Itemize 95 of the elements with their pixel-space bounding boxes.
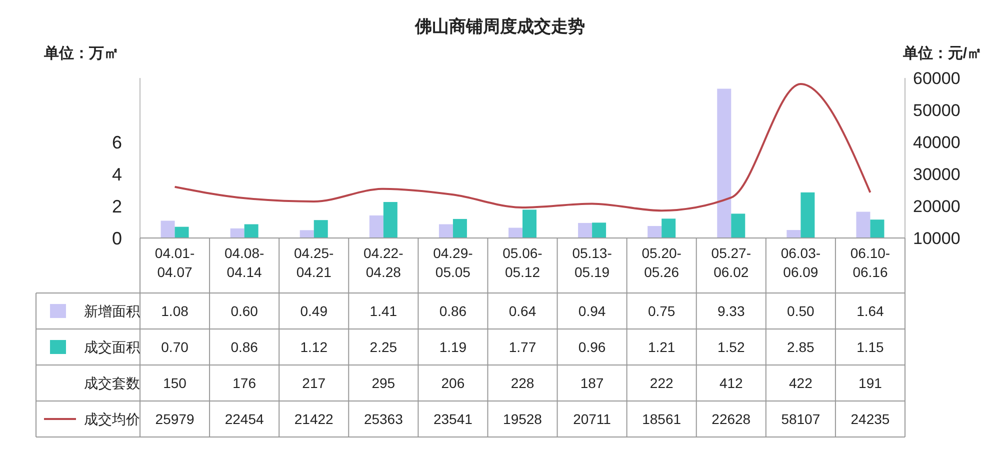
data-label: 22454 xyxy=(224,410,264,427)
bar xyxy=(244,224,258,238)
y-tick-label: 2 xyxy=(112,196,122,216)
legend-label: 成交面积 xyxy=(84,338,140,355)
data-label: 0.70 xyxy=(161,338,189,355)
data-label: 19528 xyxy=(503,410,542,427)
data-label: 23541 xyxy=(433,410,473,427)
data-label: 1.77 xyxy=(508,338,536,355)
y2-tick-label: 10000 xyxy=(913,228,960,248)
text: 176 xyxy=(232,374,256,391)
chart-title: 佛山商铺周度成交走势 xyxy=(414,17,585,36)
x-tick-label: 04.08-04.14 xyxy=(224,245,264,280)
legend-label: 新增面积 xyxy=(84,302,140,319)
y-tick-label: 0 xyxy=(112,228,122,248)
data-label: 0.94 xyxy=(578,302,606,319)
bar xyxy=(160,220,175,238)
x-tick-label: 04.29-05.05 xyxy=(433,245,474,280)
data-label: 58107 xyxy=(781,410,820,427)
bar xyxy=(856,212,870,238)
bar xyxy=(369,215,384,238)
y2-tick-label: 60000 xyxy=(913,68,960,88)
x-tick-label: 05.27-06.02 xyxy=(711,245,752,280)
data-label: 1.41 xyxy=(370,302,398,319)
text: 191 xyxy=(858,374,882,391)
data-label: 1.64 xyxy=(856,302,884,319)
bar xyxy=(452,218,467,238)
data-label: 1.52 xyxy=(718,338,745,355)
bar xyxy=(314,220,328,238)
bar xyxy=(522,210,536,238)
text: 206 xyxy=(441,374,465,391)
text: 成交套数 xyxy=(84,374,140,391)
bar xyxy=(508,228,522,238)
x-tick-label: 06.03-06.09 xyxy=(780,245,821,280)
data-label: 0.96 xyxy=(578,338,606,355)
text: 228 xyxy=(510,374,534,391)
x-tick-label: 06.10-06.16 xyxy=(850,245,890,280)
data-label: 24235 xyxy=(850,410,890,427)
data-label: 0.49 xyxy=(300,302,328,319)
data-label: 1.12 xyxy=(300,338,328,355)
data-label: 25979 xyxy=(155,410,194,427)
data-label: 1.19 xyxy=(439,338,467,355)
bar xyxy=(438,224,453,238)
x-tick-label: 04.22-04.28 xyxy=(364,245,404,280)
data-label: 0.60 xyxy=(230,302,258,319)
text: 412 xyxy=(719,374,744,391)
y-tick-label: 6 xyxy=(112,132,122,152)
text: 222 xyxy=(650,374,674,391)
y2-tick-label: 40000 xyxy=(913,132,960,152)
y2-tick-label: 50000 xyxy=(913,100,960,120)
data-label: 2.25 xyxy=(370,338,398,355)
data-label: 21422 xyxy=(294,410,334,427)
bar xyxy=(383,202,398,238)
y2-tick-label: 30000 xyxy=(913,164,960,184)
data-label: 0.75 xyxy=(648,302,676,319)
bar xyxy=(662,218,676,238)
bar xyxy=(731,214,746,238)
data-label: 1.15 xyxy=(856,338,884,355)
line-series xyxy=(174,83,872,212)
data-label: 0.64 xyxy=(508,302,536,319)
x-tick-label: 05.06-05.12 xyxy=(502,245,543,280)
x-tick-label: 05.13-05.19 xyxy=(572,245,612,280)
text: 217 xyxy=(302,374,326,391)
data-label: 0.86 xyxy=(230,338,258,355)
bar xyxy=(578,222,592,238)
y2-tick-label: 20000 xyxy=(913,196,960,216)
data-label: 1.08 xyxy=(161,302,189,319)
legend-label: 成交均价 xyxy=(84,410,140,427)
data-label: 20711 xyxy=(573,410,612,427)
data-label: 22628 xyxy=(712,410,751,427)
data-label: 1.21 xyxy=(648,338,676,355)
bar xyxy=(717,88,732,238)
x-tick-label: 05.20-05.26 xyxy=(642,245,682,280)
bar xyxy=(174,226,189,238)
bar xyxy=(300,230,314,238)
y-tick-label: 4 xyxy=(112,164,122,184)
text: 295 xyxy=(372,374,396,391)
data-label: 0.50 xyxy=(787,302,815,319)
bar xyxy=(592,222,606,238)
bar xyxy=(648,226,662,238)
y2-axis-title: 单位：元/㎡ xyxy=(902,45,982,62)
data-label: 25363 xyxy=(364,410,404,427)
data-label: 0.86 xyxy=(439,302,467,319)
bar xyxy=(870,220,884,238)
x-tick-label: 04.01-04.07 xyxy=(154,245,195,280)
x-tick-label: 04.25-04.21 xyxy=(294,245,334,280)
data-label: 18561 xyxy=(642,410,682,427)
y-axis-title: 单位：万㎡ xyxy=(43,45,119,62)
text: 187 xyxy=(580,374,604,391)
text: 150 xyxy=(163,374,187,391)
text: 422 xyxy=(789,374,813,391)
data-label: 2.85 xyxy=(787,338,815,355)
bar xyxy=(230,228,244,238)
bar xyxy=(786,230,801,238)
bar xyxy=(800,192,815,238)
data-label: 9.33 xyxy=(718,302,745,319)
